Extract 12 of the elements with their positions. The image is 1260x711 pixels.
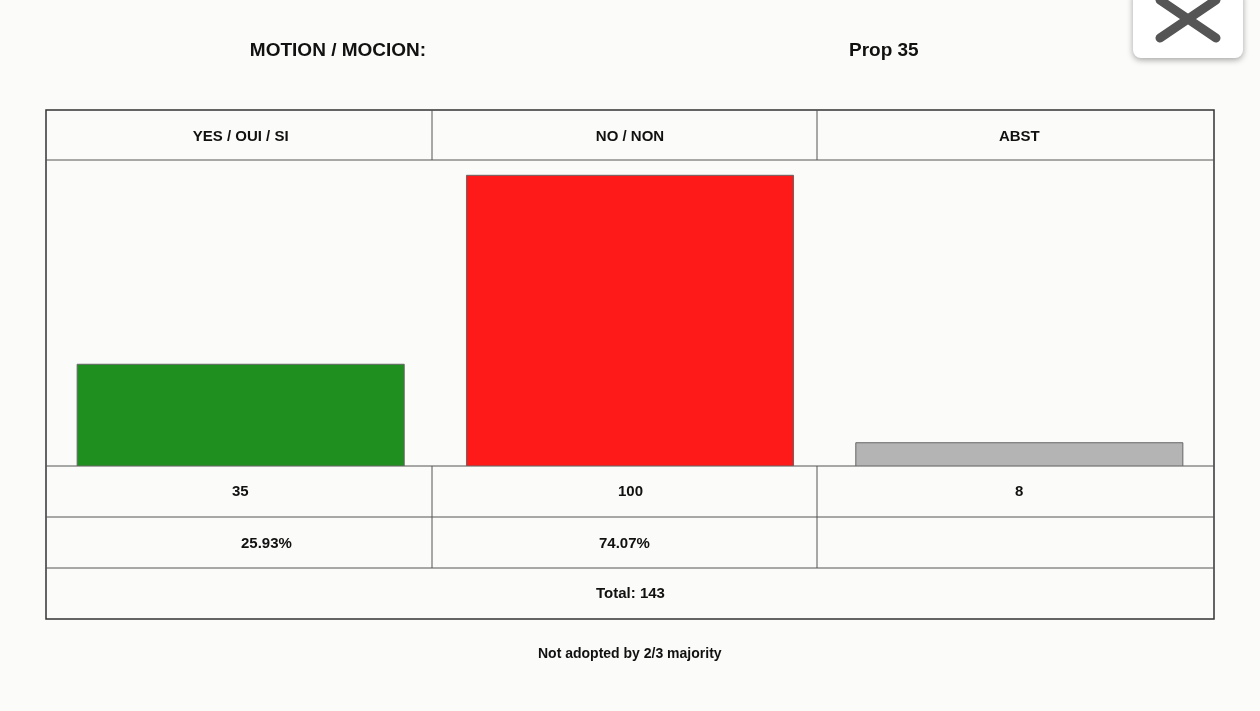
text: 74.07% (599, 534, 650, 551)
chart-title: MOTION / MOCION: (249, 38, 427, 60)
text: Not adopted by 2/3 majority (538, 645, 722, 661)
text: Total: 143 (596, 584, 665, 601)
chart-subtitle: Prop 35 (849, 39, 920, 60)
data-label: 100 (618, 482, 644, 499)
x-tick-label: ABST (998, 127, 1040, 144)
data-label: 8 (1015, 482, 1024, 499)
text: 25.93% (241, 534, 292, 551)
x-tick-label: NO / NON (595, 127, 665, 144)
data-label: 35 (232, 482, 249, 499)
x-tick-label: YES / OUI / SI (192, 127, 289, 144)
